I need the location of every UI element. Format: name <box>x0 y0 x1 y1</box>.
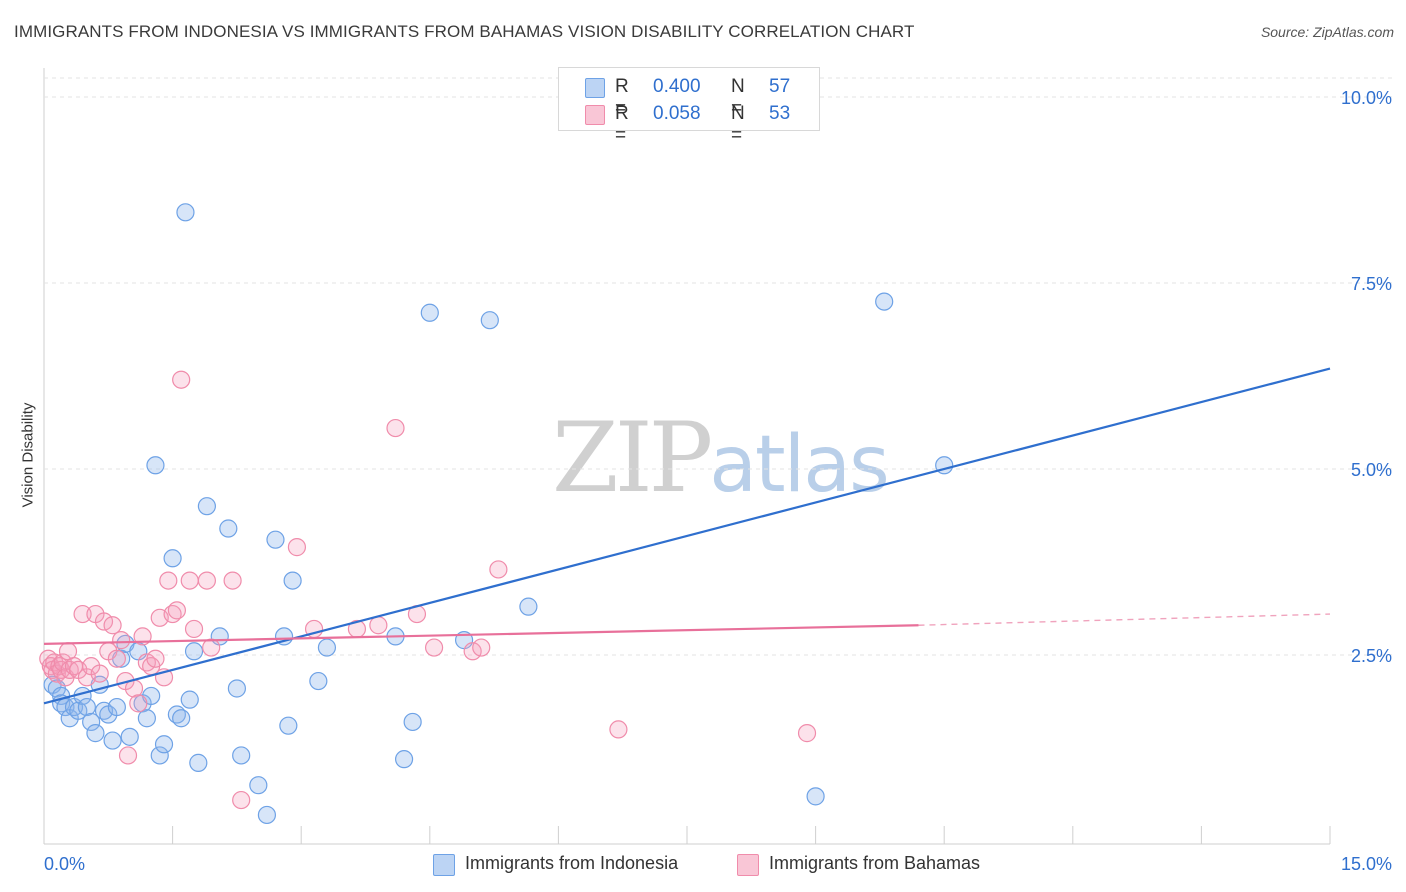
indonesia-point <box>154 735 174 754</box>
bahamas-trend-extension <box>918 613 1331 626</box>
indonesia-trend-line <box>43 367 1331 705</box>
bahamas-point <box>167 601 186 620</box>
n-value: 53 <box>769 103 791 124</box>
indonesia-point <box>266 530 285 549</box>
x-tick-label-min: 0.0% <box>44 854 85 874</box>
legend-label-bahamas: Immigrants from Bahamas <box>769 853 981 873</box>
x-tick-label-max: 15.0% <box>1341 854 1392 874</box>
bahamas-trend-line <box>43 624 919 645</box>
bahamas-point <box>146 649 165 668</box>
y-tick-label: 10.0% <box>1341 88 1392 108</box>
watermark-zip: ZIP <box>552 402 713 514</box>
y-tick-label: 2.5% <box>1351 646 1392 666</box>
bahamas-point <box>107 649 126 668</box>
indonesia-point <box>480 311 499 330</box>
indonesia-point <box>257 805 277 825</box>
indonesia-point <box>283 571 302 590</box>
r-value: 0.058 <box>653 103 701 124</box>
n-value: 57 <box>769 76 791 97</box>
r-value: 0.400 <box>653 76 701 97</box>
legend-label-indonesia: Immigrants from Indonesia <box>465 853 679 873</box>
y-tick-label: 7.5% <box>1351 274 1392 294</box>
bahamas-point <box>112 631 131 650</box>
bahamas-point <box>172 370 191 389</box>
bahamas-point <box>53 653 72 672</box>
bahamas-point <box>118 746 138 765</box>
bahamas-point <box>386 418 405 438</box>
bahamas-point <box>609 720 628 739</box>
r-label: R = <box>615 76 629 119</box>
bahamas-point <box>90 664 109 683</box>
bahamas-point <box>424 638 444 657</box>
indonesia-point <box>184 642 204 661</box>
indonesia-point <box>103 731 122 750</box>
indonesia-point <box>137 709 156 728</box>
bahamas-point <box>197 571 216 590</box>
bahamas-point <box>73 604 92 624</box>
bahamas-point <box>103 616 122 635</box>
bahamas-point <box>202 638 221 657</box>
bahamas-point <box>159 571 178 590</box>
indonesia-point <box>120 727 139 746</box>
indonesia-point <box>180 690 199 709</box>
bahamas-point <box>180 571 199 590</box>
legend-swatch-indonesia <box>433 854 455 876</box>
indonesia-point <box>172 709 191 728</box>
indonesia-point <box>420 303 439 322</box>
bahamas-point <box>129 694 148 713</box>
indonesia-point <box>279 716 298 735</box>
indonesia-point <box>232 746 251 765</box>
bahamas-point <box>472 638 491 657</box>
source-credit: Source: ZipAtlas.com <box>1260 24 1394 40</box>
indonesia-point <box>519 597 538 616</box>
legend-swatch-bahamas <box>737 854 759 876</box>
indonesia-point <box>146 456 165 475</box>
indonesia-point <box>197 497 216 516</box>
n-label: N = <box>731 103 745 146</box>
legend-swatch-indonesia <box>585 78 605 98</box>
legend-swatch-bahamas <box>585 105 605 125</box>
bahamas-point <box>287 538 307 557</box>
indonesia-point <box>806 787 825 806</box>
indonesia-point <box>317 638 337 657</box>
indonesia-point <box>163 549 182 568</box>
indonesia-point <box>77 697 96 717</box>
bahamas-point <box>489 560 508 579</box>
indonesia-point <box>189 753 208 772</box>
indonesia-point <box>86 724 105 743</box>
chart-title: IMMIGRANTS FROM INDONESIA VS IMMIGRANTS … <box>14 22 915 41</box>
indonesia-point <box>107 697 126 717</box>
indonesia-point <box>227 679 246 698</box>
indonesia-point <box>403 712 422 732</box>
correlation-legend: R = 0.400 N = 57 R = 0.058 N = 53 <box>558 67 820 146</box>
indonesia-point <box>150 746 169 765</box>
bahamas-point <box>223 571 242 590</box>
r-label: R = <box>615 103 629 146</box>
indonesia-point <box>309 671 328 691</box>
bahamas-point <box>797 724 817 743</box>
bahamas-point <box>184 619 204 639</box>
indonesia-point <box>82 712 101 732</box>
indonesia-point <box>394 750 414 769</box>
bahamas-point <box>232 790 251 810</box>
n-label: N = <box>731 76 745 119</box>
watermark-atlas: atlas <box>709 420 889 510</box>
indonesia-point <box>249 776 268 795</box>
watermark: ZIPatlas <box>552 402 890 514</box>
bahamas-point <box>369 616 388 635</box>
indonesia-point <box>875 292 894 311</box>
indonesia-point <box>219 519 238 538</box>
indonesia-point <box>176 203 195 222</box>
y-tick-label: 5.0% <box>1351 460 1392 480</box>
